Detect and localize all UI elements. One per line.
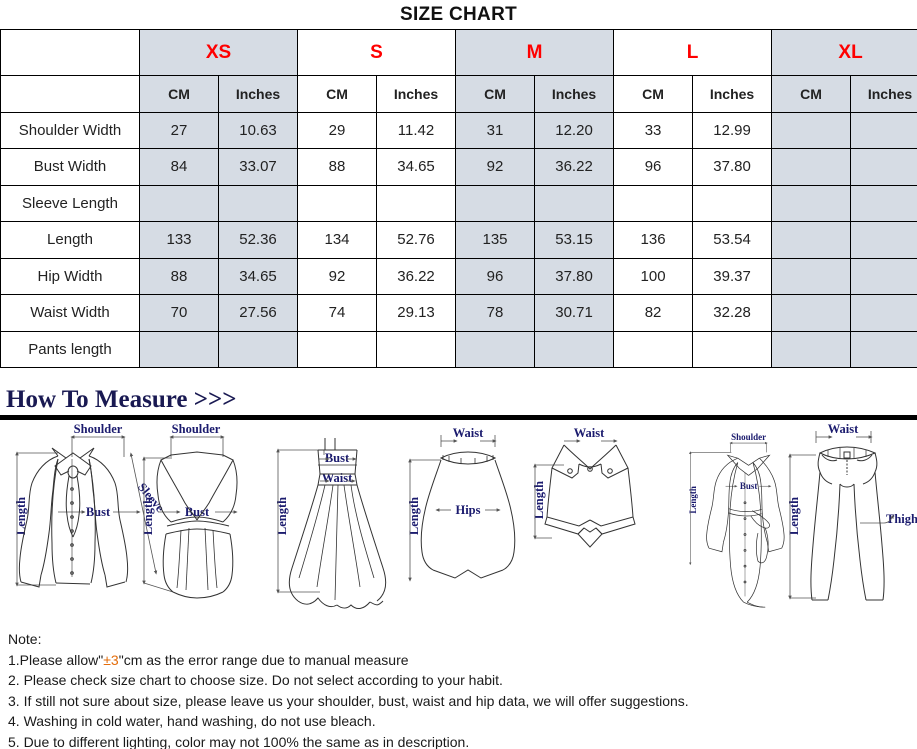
svg-text:Shoulder: Shoulder — [731, 432, 766, 442]
svg-text:Bust: Bust — [740, 481, 758, 491]
svg-text:Length: Length — [532, 481, 546, 519]
svg-text:Length: Length — [407, 497, 421, 535]
svg-text:Bust: Bust — [86, 505, 111, 519]
svg-text:Waist: Waist — [828, 422, 859, 436]
svg-text:Bust: Bust — [325, 451, 350, 465]
svg-text:Length: Length — [14, 497, 28, 535]
svg-text:Length: Length — [275, 497, 289, 535]
svg-text:Length: Length — [688, 486, 698, 514]
svg-text:Shoulder: Shoulder — [172, 422, 221, 436]
svg-text:Waist: Waist — [574, 426, 605, 440]
svg-text:Length: Length — [141, 497, 155, 535]
svg-text:Hips: Hips — [455, 503, 480, 517]
svg-text:Shoulder: Shoulder — [74, 422, 123, 436]
svg-text:Waist: Waist — [322, 471, 353, 485]
svg-text:Thigh: Thigh — [886, 512, 917, 526]
svg-text:Length: Length — [787, 497, 801, 535]
svg-text:Waist: Waist — [453, 426, 484, 440]
